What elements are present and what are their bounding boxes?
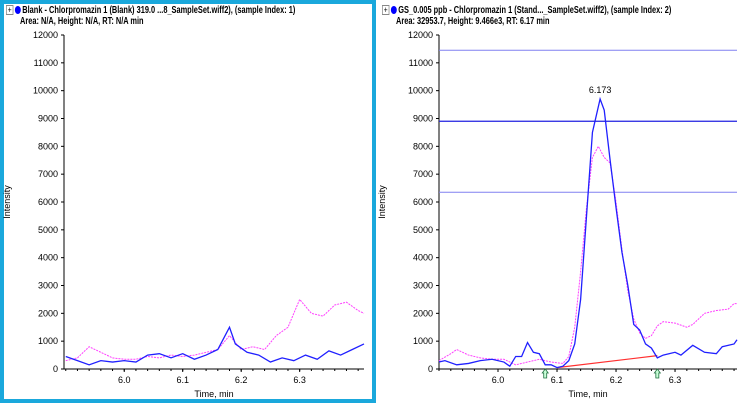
y-tick-label: 2000 <box>413 308 433 318</box>
y-tick-label: 6000 <box>413 197 433 207</box>
x-tick-label: 6.3 <box>669 375 682 385</box>
expand-icon[interactable]: + <box>6 5 14 16</box>
expand-icon[interactable]: + <box>382 5 390 16</box>
y-tick-label: 7000 <box>413 169 433 179</box>
x-axis-label: Time, min <box>194 389 233 399</box>
y-tick-label: 0 <box>428 364 433 374</box>
peak-info: Area: 32953.7, Height: 9.466e3, RT: 6.17… <box>396 16 550 27</box>
x-tick-label: 6.0 <box>492 375 505 385</box>
panel-header: + Blank - Chlorpromazin 1 (Blank) 319.0 .… <box>6 5 295 27</box>
chromatogram-panel-standard[interactable]: + GS_0.005 ppb - Chlorpromazin 1 (Stand..… <box>376 0 750 403</box>
x-tick-label: 6.2 <box>235 375 248 385</box>
y-tick-label: 9000 <box>38 114 58 124</box>
y-tick-label: 8000 <box>413 141 433 151</box>
y-tick-label: 10000 <box>408 86 433 96</box>
panel-title: Blank - Chlorpromazin 1 (Blank) 319.0 ..… <box>22 5 296 16</box>
y-tick-label: 3000 <box>38 281 58 291</box>
y-tick-label: 10000 <box>33 86 58 96</box>
series-quantifier <box>65 325 365 366</box>
peak-boundary-arrow-icon <box>541 368 550 379</box>
y-tick-label: 1000 <box>413 336 433 346</box>
y-tick-label: 5000 <box>413 225 433 235</box>
x-tick-label: 6.2 <box>610 375 623 385</box>
series-quantifier <box>438 96 738 369</box>
chart: 0 1000 2000 3000 4000 5000 6000 7000 8000 9000 100… <box>2 30 365 399</box>
y-tick-label: 2000 <box>38 308 58 318</box>
y-tick-label: 3000 <box>413 281 433 291</box>
peak-boundary-arrow-icon <box>653 368 662 379</box>
y-tick-label: 6000 <box>38 197 58 207</box>
y-tick-label: 1000 <box>38 336 58 346</box>
chart: 0 1000 2000 3000 4000 5000 6000 7000 8000 9000 100… <box>377 30 738 399</box>
peak-baseline <box>556 355 658 369</box>
y-tick-label: 4000 <box>413 253 433 263</box>
x-tick-label: 6.0 <box>118 375 131 385</box>
y-axis-label: Intensity <box>2 185 12 219</box>
series-qualifier <box>438 145 737 366</box>
peak-label: 6.173 <box>589 85 612 95</box>
y-tick-label: 11000 <box>409 58 433 68</box>
y-tick-label: 5000 <box>38 225 58 235</box>
y-tick-label: 9000 <box>413 114 433 124</box>
y-tick-label: 12000 <box>408 30 433 40</box>
peak-info: Area: N/A, Height: N/A, RT: N/A min <box>20 16 144 27</box>
chromatogram-panel-blank[interactable]: + Blank - Chlorpromazin 1 (Blank) 319.0 .… <box>0 0 376 403</box>
x-tick-label: 6.3 <box>293 375 306 385</box>
panel-title: GS_0.005 ppb - Chlorpromazin 1 (Stand...… <box>398 5 672 16</box>
x-tick-label: 6.1 <box>176 375 189 385</box>
y-tick-label: 12000 <box>33 30 58 40</box>
y-tick-label: 8000 <box>38 141 58 151</box>
sample-dot-icon <box>390 6 397 15</box>
y-tick-label: 11000 <box>34 58 58 68</box>
y-tick-label: 0 <box>53 364 58 374</box>
x-axis-label: Time, min <box>568 389 607 399</box>
y-axis-label: Intensity <box>377 185 387 219</box>
y-tick-label: 4000 <box>38 253 58 263</box>
sample-dot-icon <box>14 6 21 15</box>
x-tick-label: 6.1 <box>551 375 564 385</box>
y-tick-label: 7000 <box>38 169 58 179</box>
panel-header: + GS_0.005 ppb - Chlorpromazin 1 (Stand..… <box>382 5 671 27</box>
